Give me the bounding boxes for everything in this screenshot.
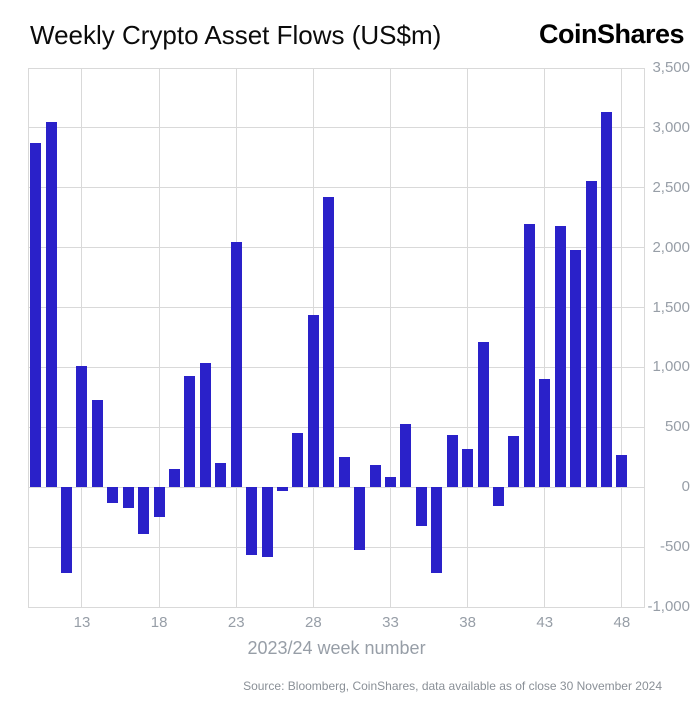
bar-week-27 xyxy=(292,433,304,488)
bar-week-39 xyxy=(477,342,489,488)
x-axis-tick-label: 48 xyxy=(613,614,631,631)
x-axis-tick-label: 13 xyxy=(73,614,91,631)
bar-week-13 xyxy=(76,366,88,488)
bar-week-21 xyxy=(199,362,211,488)
bar-week-32 xyxy=(369,465,381,488)
y-axis-tick-label: 3,500 xyxy=(652,59,690,76)
y-axis-tick-label: 2,000 xyxy=(652,238,690,256)
gridline-vertical xyxy=(158,68,160,607)
y-axis-tick-label: 500 xyxy=(664,418,690,436)
x-axis-tick-label: 43 xyxy=(536,614,554,631)
bar-week-42 xyxy=(523,223,535,488)
y-axis-tick-label: -500 xyxy=(659,538,690,556)
bar-week-34 xyxy=(400,423,412,488)
bar-week-33 xyxy=(384,477,396,488)
bar-week-26 xyxy=(277,487,288,491)
bar-week-31 xyxy=(354,487,366,550)
bar-week-12 xyxy=(61,487,73,574)
bar-week-44 xyxy=(554,226,566,488)
bar-week-38 xyxy=(462,448,474,488)
bar-week-40 xyxy=(492,487,504,507)
bar-week-35 xyxy=(415,487,427,526)
y-axis-tick-label: 0 xyxy=(681,478,690,496)
bar-week-28 xyxy=(307,314,319,488)
bar-week-15 xyxy=(107,487,119,503)
source-note: Source: Bloomberg, CoinShares, data avai… xyxy=(243,679,662,693)
bar-week-45 xyxy=(570,250,582,488)
bar-week-20 xyxy=(184,375,196,488)
gridline-vertical xyxy=(544,68,546,607)
x-axis-tick-label: 28 xyxy=(305,614,322,631)
bar-week-10 xyxy=(30,143,42,488)
y-axis-tick-label: 1,500 xyxy=(652,298,690,316)
gridline-vertical xyxy=(389,68,391,607)
bar-week-16 xyxy=(122,487,134,508)
bar-week-48 xyxy=(616,454,628,488)
coinshares-logo: CoinShares xyxy=(538,19,685,49)
bar-week-24 xyxy=(246,487,258,556)
gridline-horizontal xyxy=(28,67,645,69)
gridline-vertical xyxy=(467,68,469,607)
bar-week-17 xyxy=(138,487,150,534)
bar-week-23 xyxy=(230,241,242,488)
gridline-vertical xyxy=(621,68,623,607)
bar-week-11 xyxy=(45,121,57,488)
bar-week-46 xyxy=(585,180,597,488)
gridline-horizontal xyxy=(28,366,645,368)
y-axis-tick-label: 3,000 xyxy=(652,118,690,136)
bar-week-18 xyxy=(153,487,165,518)
plot-area xyxy=(28,67,645,608)
x-axis-tick-label: 18 xyxy=(150,614,168,631)
bar-week-37 xyxy=(446,434,458,488)
bar-week-29 xyxy=(323,197,335,488)
y-axis-tick-label: 1,000 xyxy=(652,358,690,376)
gridline-horizontal xyxy=(28,606,645,608)
x-axis-title: 2023/24 week number xyxy=(247,638,426,658)
plot-border xyxy=(28,68,29,607)
bar-week-47 xyxy=(600,112,612,488)
bar-week-22 xyxy=(215,463,227,488)
bar-week-36 xyxy=(431,487,443,574)
gridline-horizontal xyxy=(28,127,645,129)
bar-week-25 xyxy=(261,487,273,557)
gridline-vertical xyxy=(81,68,83,607)
x-axis-tick-label: 23 xyxy=(227,614,245,631)
bar-week-41 xyxy=(508,435,520,488)
gridline-horizontal xyxy=(28,307,645,309)
y-axis-tick-label: 2,500 xyxy=(652,178,690,196)
gridline-horizontal xyxy=(28,486,645,488)
gridline-horizontal xyxy=(28,187,645,189)
chart-title: Weekly Crypto Asset Flows (US$m) xyxy=(30,20,442,50)
gridline-horizontal xyxy=(28,426,645,428)
bar-week-19 xyxy=(169,469,181,488)
x-axis-tick-label: 38 xyxy=(459,614,476,631)
gridline-horizontal xyxy=(28,546,645,548)
bar-week-43 xyxy=(539,379,551,488)
plot-border xyxy=(644,68,645,607)
bar-week-30 xyxy=(338,457,350,488)
y-axis-tick-label: -1,000 xyxy=(647,598,690,615)
gridline-horizontal xyxy=(28,247,645,249)
x-axis-tick-label: 33 xyxy=(382,614,399,631)
bar-week-14 xyxy=(91,399,103,488)
